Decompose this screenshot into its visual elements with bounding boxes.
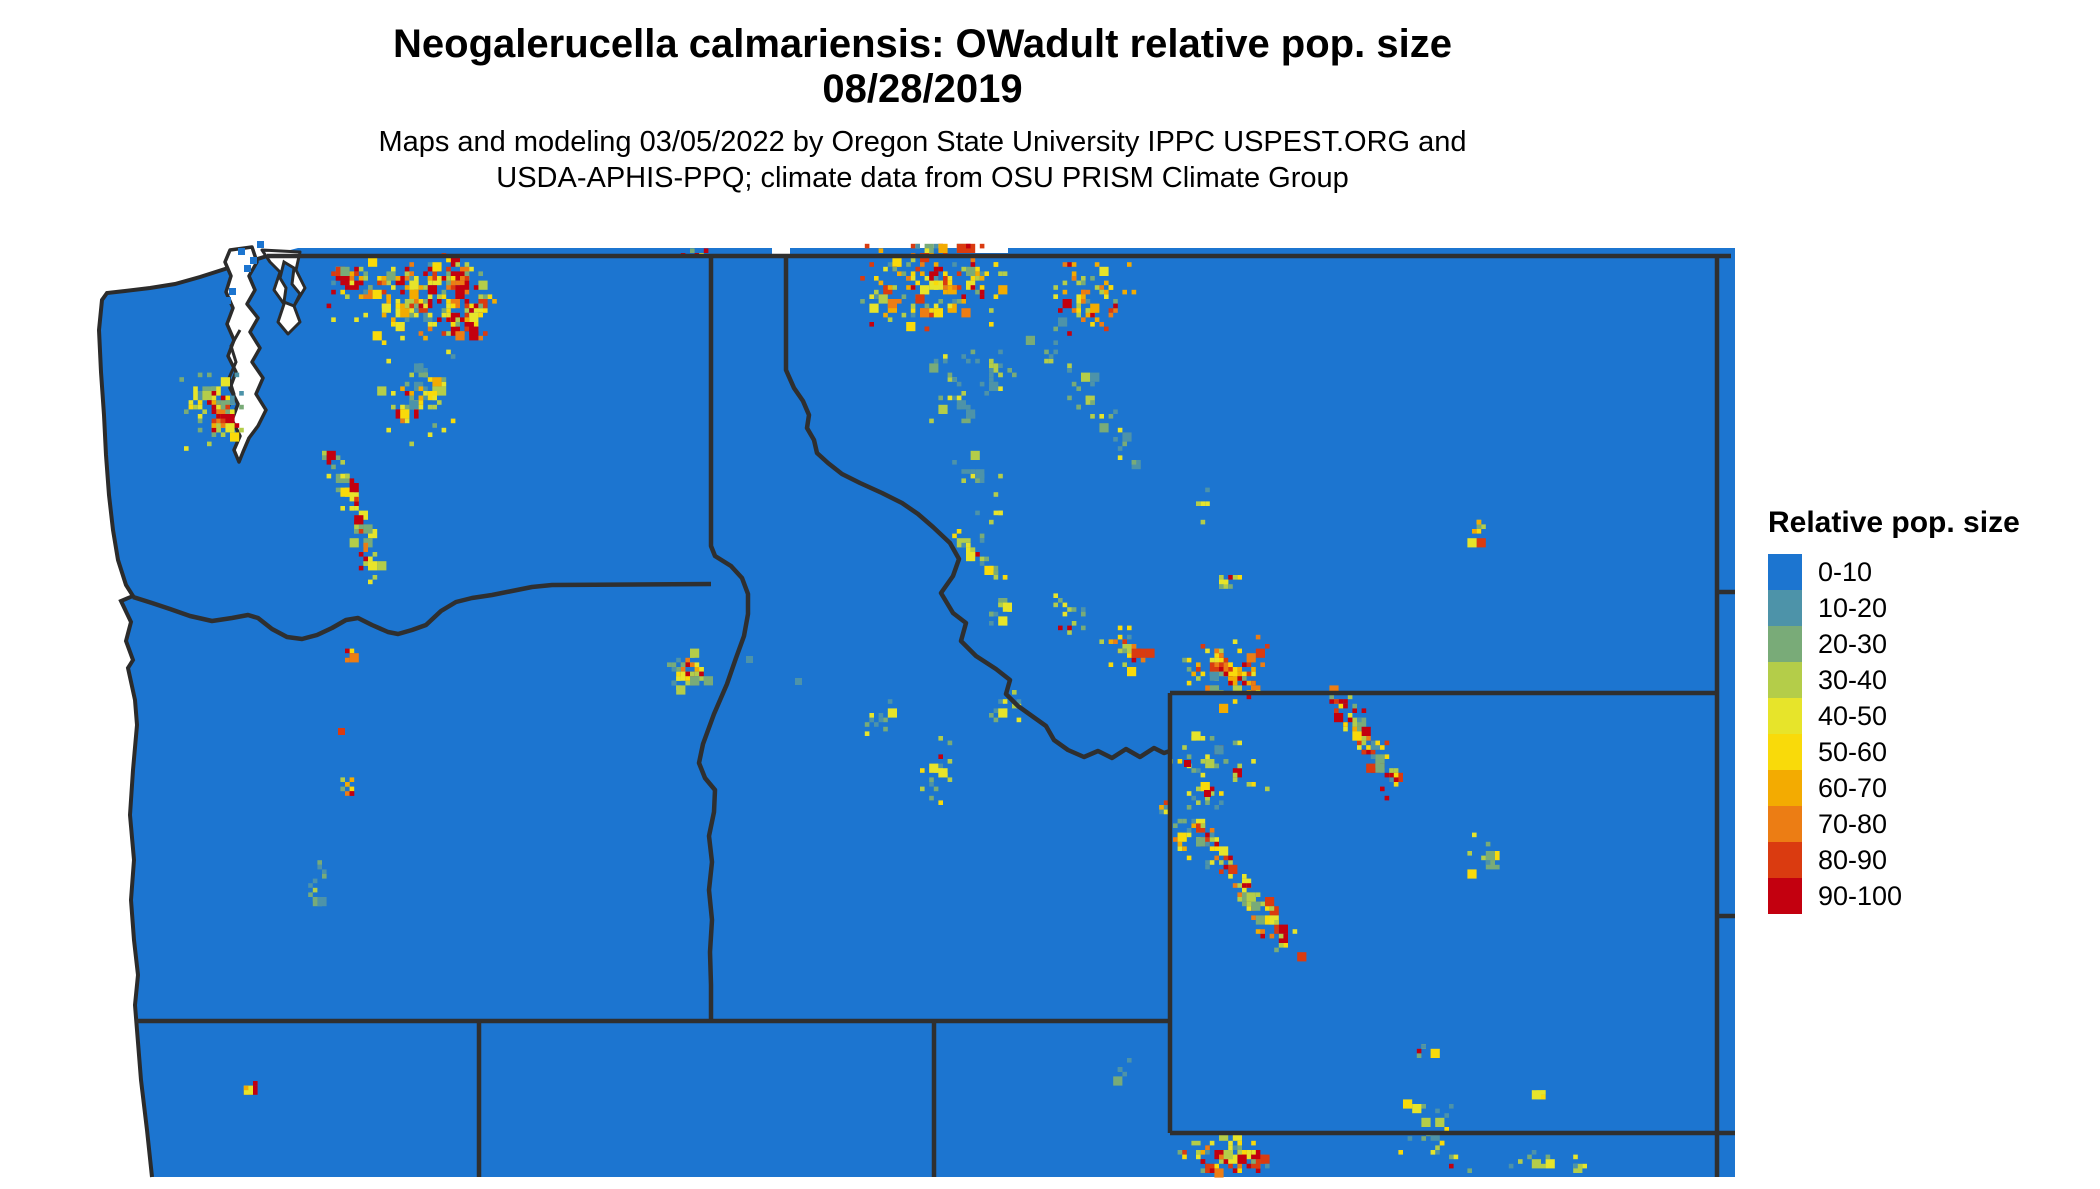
state-borders <box>132 253 1735 1177</box>
legend-row-60-70: 60-70 <box>1768 770 2020 806</box>
legend-label: 0-10 <box>1818 556 1873 587</box>
yellowstone-red-dot-2 <box>1204 790 1211 797</box>
legend-swatch-40-50 <box>1768 698 1802 734</box>
map-caption-line1: Maps and modeling 03/05/2022 by Oregon S… <box>378 126 1467 158</box>
legend-label: 60-70 <box>1818 772 1888 803</box>
legend-title: Relative pop. size <box>1768 506 2020 539</box>
san-juan-island-3 <box>244 265 251 272</box>
legend-row-80-90: 80-90 <box>1768 842 2020 878</box>
legend-swatch-20-30 <box>1768 626 1802 662</box>
legend: Relative pop. size 0-10 10-20 20-30 30-40 40… <box>1768 506 2020 914</box>
legend-swatch-90-100 <box>1768 878 1802 914</box>
san-juan-island-4 <box>257 241 264 248</box>
map-title: Neogalerucella calmariensis: OWadult rel… <box>393 22 1452 66</box>
legend-label: 10-20 <box>1818 592 1888 623</box>
legend-swatch-30-40 <box>1768 662 1802 698</box>
legend-label: 70-80 <box>1818 808 1888 839</box>
snake-teal-dot-2 <box>795 678 802 685</box>
legend-swatch-50-60 <box>1768 734 1802 770</box>
legend-swatch-60-70 <box>1768 770 1802 806</box>
wa-or-columbia-border <box>132 581 712 642</box>
legend-rows: 0-10 10-20 20-30 30-40 40-50 50-60 60-70 70-80 8… <box>1768 554 2020 914</box>
map-date-subtitle: 08/28/2019 <box>822 67 1023 111</box>
legend-label: 20-30 <box>1818 628 1888 659</box>
mount-jefferson-dot <box>338 728 345 735</box>
legend-label: 80-90 <box>1818 844 1888 875</box>
legend-label: 50-60 <box>1818 736 1888 767</box>
legend-swatch-0-10 <box>1768 554 1802 590</box>
whidbey-island <box>278 259 302 308</box>
map-caption-line2: USDA-APHIS-PPQ; climate data from OSU PR… <box>496 162 1349 194</box>
legend-label: 40-50 <box>1818 700 1888 731</box>
legend-label: 30-40 <box>1818 664 1888 695</box>
coastline-outline <box>96 254 268 1178</box>
legend-row-70-80: 70-80 <box>1768 806 2020 842</box>
legend-row-10-20: 10-20 <box>1768 590 2020 626</box>
hotspot-raster-cells <box>179 241 1587 1178</box>
legend-swatch-80-90 <box>1768 842 1802 878</box>
id-mt-border <box>783 256 1171 761</box>
yellowstone-red-dot-1 <box>1184 760 1191 767</box>
legend-swatch-10-20 <box>1768 590 1802 626</box>
snake-teal-dot-1 <box>746 656 753 663</box>
legend-label: 90-100 <box>1818 880 1903 911</box>
legend-row-50-60: 50-60 <box>1768 734 2020 770</box>
legend-row-30-40: 30-40 <box>1768 662 2020 698</box>
legend-row-0-10: 0-10 <box>1768 554 2020 590</box>
san-juan-island-6 <box>224 297 231 304</box>
wa-id-or-snake-border <box>696 256 751 1021</box>
san-juan-island-5 <box>229 288 236 295</box>
land-raster-area <box>99 248 1735 1177</box>
legend-swatch-70-80 <box>1768 806 1802 842</box>
legend-row-40-50: 40-50 <box>1768 698 2020 734</box>
legend-row-20-30: 20-30 <box>1768 626 2020 662</box>
san-juan-island-1 <box>238 248 245 255</box>
legend-row-90-100: 90-100 <box>1768 878 2020 914</box>
san-juan-island-2 <box>250 257 257 264</box>
